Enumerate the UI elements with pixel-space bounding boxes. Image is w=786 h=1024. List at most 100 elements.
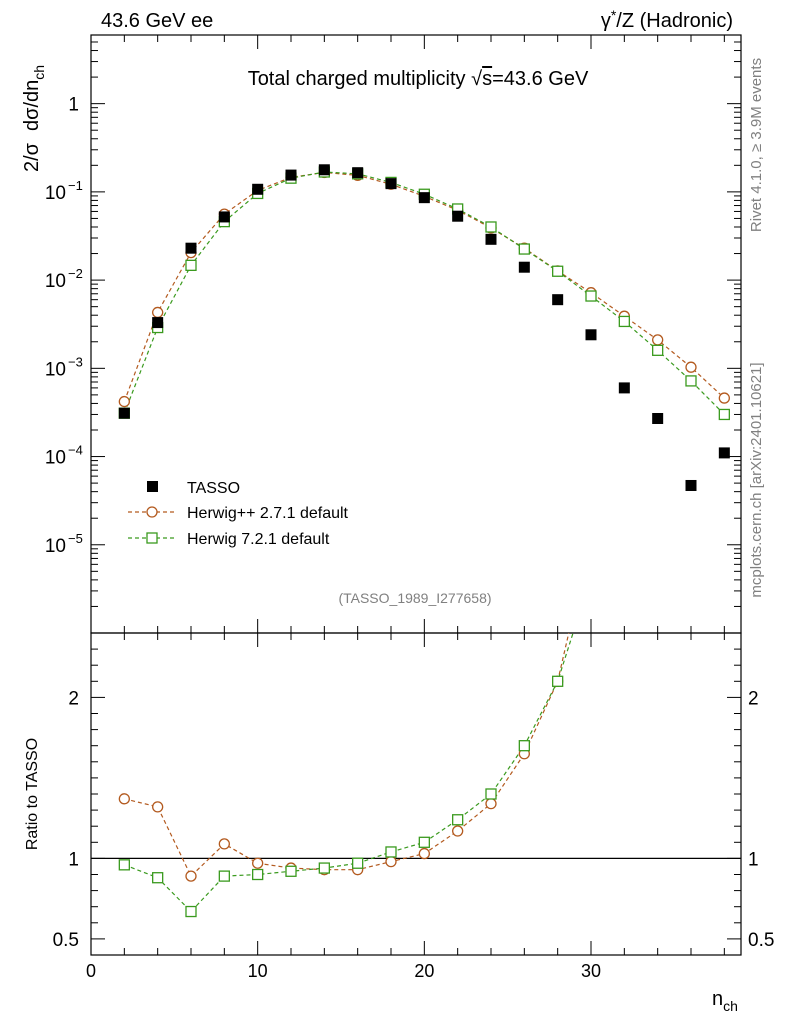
series-line-herwig7 (123, 171, 725, 415)
data-point-herwig7 (618, 315, 630, 328)
data-point-herwig7 (552, 265, 564, 277)
data-point-tasso (118, 407, 130, 419)
legend-label-herwig7: Herwig 7.2.1 default (187, 531, 330, 548)
ratio-point-herwig7 (385, 846, 397, 858)
legend-label-tasso: TASSO (187, 480, 240, 497)
ratio-point-herwig7 (318, 862, 330, 874)
data-point-tasso (652, 412, 664, 424)
data-point-tasso (518, 261, 530, 273)
y-tick-exponent: −2 (68, 266, 83, 281)
data-point-herwig7 (652, 344, 664, 356)
data-point-herwigpp (685, 361, 697, 373)
ratio-point-herwigpp (152, 801, 164, 813)
data-point-tasso (585, 329, 597, 341)
data-point-herwig7 (485, 221, 497, 233)
header-process-label: γ*/Z (Hadronic) (601, 7, 733, 32)
data-point-tasso (318, 164, 330, 176)
data-point-tasso (252, 183, 264, 195)
ratio-line-herwigpp (124, 633, 570, 878)
data-point-tasso (418, 192, 430, 204)
ratio-point-herwig7 (452, 814, 464, 826)
ratio-y-tick-label-right: 0.5 (748, 930, 774, 951)
header-energy-label: 43.6 GeV ee (101, 10, 213, 32)
data-point-herwigpp (652, 334, 664, 346)
ratio-point-herwig7 (485, 788, 497, 800)
ratio-point-herwig7 (185, 905, 197, 918)
data-point-herwig7 (718, 408, 730, 421)
data-point-tasso (552, 294, 564, 306)
data-point-tasso (485, 233, 497, 245)
x-axis-label: nch (712, 988, 738, 1014)
data-point-tasso (152, 317, 164, 329)
x-tick-label: 0 (86, 961, 96, 981)
data-point-tasso (618, 382, 630, 394)
ratio-point-herwig7 (152, 872, 164, 884)
ratio-y-tick-label-right: 1 (748, 849, 759, 870)
legend: TASSO Herwig++ 2.7.1 default Herwig 7.2.… (128, 480, 349, 548)
ratio-point-herwig7 (118, 859, 130, 871)
ratio-point-herwig7 (518, 740, 530, 752)
y-tick-label: 10 (45, 536, 66, 557)
data-point-tasso (452, 210, 464, 222)
ratio-point-herwig7 (552, 675, 564, 687)
ratio-point-herwig7 (418, 836, 430, 848)
data-point-tasso (218, 211, 230, 223)
ratio-point-herwigpp (185, 870, 197, 882)
data-point-tasso (685, 479, 697, 491)
series-line-herwigpp (123, 171, 725, 402)
ratio-point-herwigpp (586, 531, 596, 541)
data-point-tasso (385, 178, 397, 190)
ratio-line-herwig7 (124, 633, 574, 913)
legend-marker-herwigpp (146, 506, 158, 518)
data-point-herwig7 (518, 243, 530, 255)
y-tick-exponent: −1 (68, 178, 83, 193)
y-tick-exponent: −3 (68, 354, 83, 369)
ratio-point-herwigpp (719, 338, 729, 348)
y-tick-exponent: −4 (68, 443, 83, 458)
chart-title: Total charged multiplicity √s=43.6 GeV (248, 68, 589, 90)
data-point-herwigpp (118, 395, 130, 408)
y-tick-label: 10 (45, 448, 66, 469)
ratio-y-tick-label: 2 (68, 688, 79, 709)
data-point-herwigpp (718, 392, 730, 404)
y-tick-label: 1 (68, 95, 79, 116)
ratio-point-herwigpp (218, 838, 230, 850)
ratio-point-herwig7 (285, 865, 297, 877)
y-tick-label: 10 (45, 183, 66, 204)
ratio-point-herwig7 (252, 868, 264, 881)
legend-label-herwigpp: Herwig++ 2.7.1 default (187, 505, 349, 522)
ratio-point-herwigpp (485, 798, 497, 810)
data-point-herwig7 (585, 290, 597, 302)
ratio-y-tick-label: 0.5 (53, 930, 79, 951)
y-tick-label: 10 (45, 271, 66, 292)
data-point-herwig7 (185, 259, 197, 271)
data-point-tasso (718, 447, 730, 459)
x-tick-label: 20 (414, 961, 434, 981)
ratio-point-herwigpp (385, 855, 397, 868)
legend-marker-herwig7 (146, 532, 158, 544)
legend-marker-tasso (147, 481, 158, 492)
ratio-point-herwigpp (452, 825, 464, 837)
ratio-point-herwig7 (218, 870, 230, 882)
ratio-point-herwig7 (719, 580, 729, 590)
data-point-herwigpp (152, 306, 164, 319)
data-point-tasso (285, 169, 297, 181)
ratio-point-herwig7 (586, 572, 596, 582)
ratio-point-herwigpp (118, 793, 130, 805)
y-tick-exponent: −5 (68, 531, 83, 546)
data-point-tasso (352, 167, 364, 179)
ratio-point-herwig7 (352, 857, 364, 869)
y-tick-label: 10 (45, 359, 66, 380)
ratio-point-herwig7 (653, 65, 663, 75)
ratio-y-tick-label-right: 2 (748, 688, 759, 709)
ratio-y-tick-label: 1 (68, 849, 79, 870)
x-tick-label: 10 (248, 961, 268, 981)
x-tick-label: 30 (581, 961, 601, 981)
rivet-version-label: Rivet 4.1.0, ≥ 3.9M events (748, 58, 765, 232)
ratio-y-axis-label: Ratio to TASSO (24, 738, 41, 850)
data-point-tasso (185, 242, 197, 254)
ratio-point-herwig7 (619, 97, 629, 107)
ratio-point-herwigpp (252, 857, 264, 869)
data-point-herwig7 (685, 375, 697, 387)
mcplots-label: mcplots.cern.ch [arXiv:2401.10621] (748, 362, 765, 597)
